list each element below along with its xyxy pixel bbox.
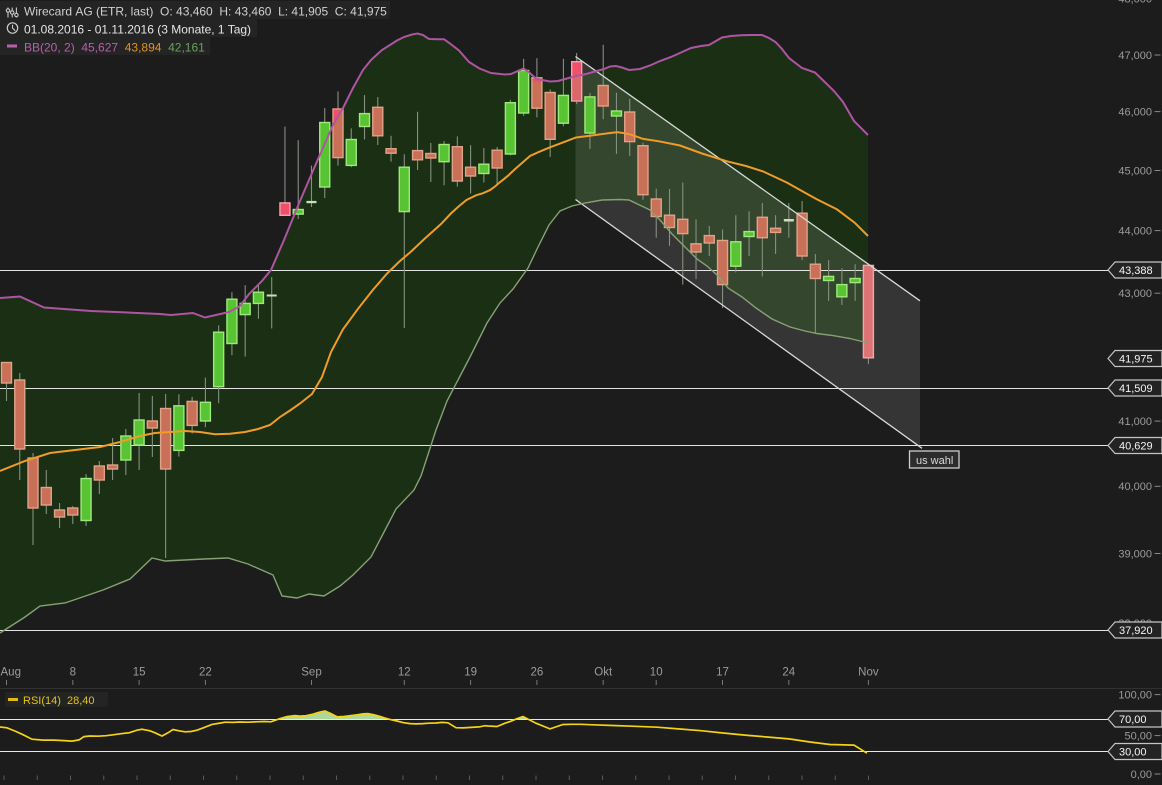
svg-text:43,000: 43,000 xyxy=(1118,288,1152,300)
svg-text:22: 22 xyxy=(199,667,212,679)
svg-text:us wahl: us wahl xyxy=(916,455,953,467)
svg-text:37,920: 37,920 xyxy=(1119,625,1153,637)
svg-text:12: 12 xyxy=(398,667,411,679)
svg-text:39,000: 39,000 xyxy=(1118,548,1152,560)
svg-text:45,000: 45,000 xyxy=(1118,165,1152,177)
svg-text:70,00: 70,00 xyxy=(1119,714,1147,726)
svg-text:48,000: 48,000 xyxy=(1118,0,1152,6)
svg-text:40,629: 40,629 xyxy=(1119,441,1153,453)
svg-text:RSI(14) 28,40: RSI(14) 28,40 xyxy=(23,695,95,707)
svg-text:41,975: 41,975 xyxy=(1119,354,1153,366)
svg-text:26: 26 xyxy=(531,667,544,679)
svg-text:24: 24 xyxy=(782,667,795,679)
svg-text:44,000: 44,000 xyxy=(1118,226,1152,238)
svg-text:BB(20, 2) 45,627 43,894 42,: BB(20, 2) 45,627 43,894 42,161 xyxy=(24,41,205,55)
svg-text:43,388: 43,388 xyxy=(1119,265,1153,277)
svg-text:41,509: 41,509 xyxy=(1119,383,1153,395)
svg-text:8: 8 xyxy=(70,667,76,679)
svg-text:Aug: Aug xyxy=(1,667,21,679)
svg-text:10: 10 xyxy=(650,667,663,679)
svg-text:41,000: 41,000 xyxy=(1118,416,1152,428)
svg-text:47,000: 47,000 xyxy=(1118,50,1152,62)
svg-text:19: 19 xyxy=(464,667,477,679)
svg-text:30,00: 30,00 xyxy=(1119,747,1147,759)
svg-text:15: 15 xyxy=(133,667,146,679)
svg-text:40,000: 40,000 xyxy=(1118,481,1152,493)
svg-text:50,00: 50,00 xyxy=(1124,731,1152,743)
svg-text:0,00: 0,00 xyxy=(1131,769,1152,781)
svg-text:46,000: 46,000 xyxy=(1118,107,1152,119)
svg-text:Okt: Okt xyxy=(594,667,613,679)
svg-text:17: 17 xyxy=(716,667,729,679)
svg-text:Sep: Sep xyxy=(301,667,321,679)
svg-text:Nov: Nov xyxy=(858,667,879,679)
svg-text:01.08.2016 - 01.11.2016 (3 Mon: 01.08.2016 - 01.11.2016 (3 Monate, 1 Tag… xyxy=(24,23,251,37)
svg-text:Wirecard AG (ETR, last) O: 43: Wirecard AG (ETR, last) O: 43,460 H: 43,… xyxy=(24,5,387,19)
svg-text:100,00: 100,00 xyxy=(1118,690,1152,702)
